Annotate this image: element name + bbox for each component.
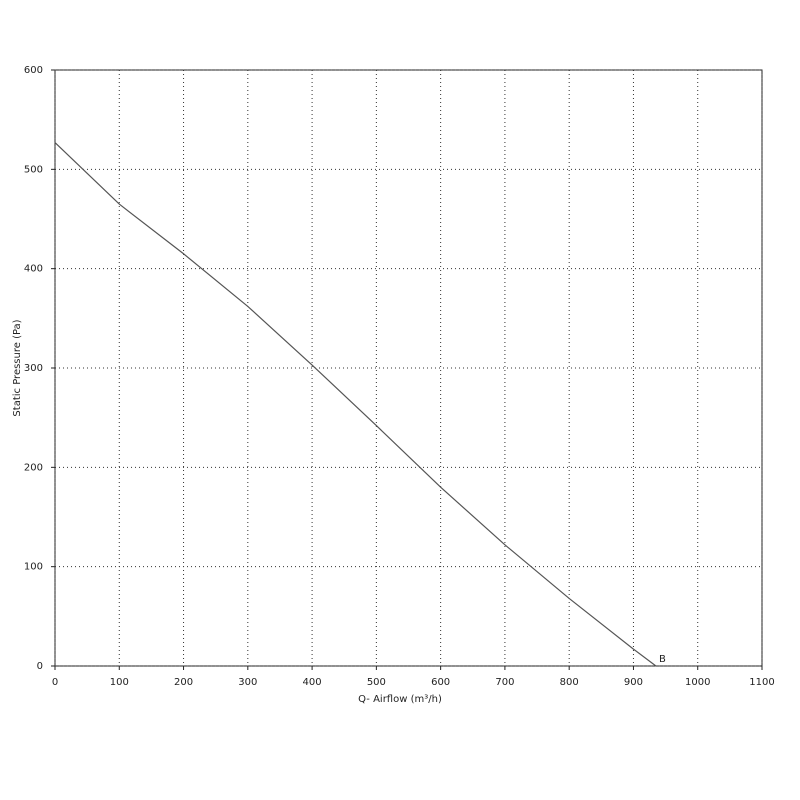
- x-tick-label: 0: [52, 677, 58, 688]
- y-tick-label: 200: [24, 462, 43, 473]
- x-tick-label: 400: [303, 677, 322, 688]
- y-tick-label: 0: [37, 661, 43, 672]
- series-line: [54, 142, 657, 667]
- x-axis-label: Q- Airflow (m³/h): [358, 694, 442, 705]
- annotation: B: [659, 654, 666, 665]
- x-tick-label: 900: [624, 677, 643, 688]
- y-tick-label: 100: [24, 562, 43, 573]
- y-tick-label: 400: [24, 264, 43, 275]
- y-tick-label: 300: [24, 363, 43, 374]
- x-tick-label: 1000: [685, 677, 710, 688]
- x-tick-label: 600: [431, 677, 450, 688]
- x-tick-label: 700: [495, 677, 514, 688]
- x-tick-label: 300: [238, 677, 257, 688]
- x-tick-label: 800: [560, 677, 579, 688]
- x-tick-label: 500: [367, 677, 386, 688]
- y-axis-label: Static Pressure (Pa): [12, 319, 23, 416]
- x-tick-label: 1100: [749, 677, 774, 688]
- y-tick-label: 600: [24, 65, 43, 76]
- x-tick-label: 200: [174, 677, 193, 688]
- y-tick-label: 500: [24, 164, 43, 175]
- x-tick-label: 100: [110, 677, 129, 688]
